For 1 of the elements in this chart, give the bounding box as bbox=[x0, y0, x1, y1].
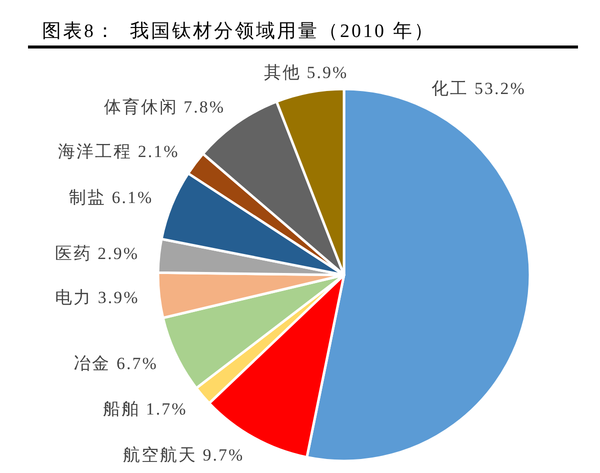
title: 图表8： 我国钛材分领域用量（2010 年） bbox=[42, 21, 435, 42]
